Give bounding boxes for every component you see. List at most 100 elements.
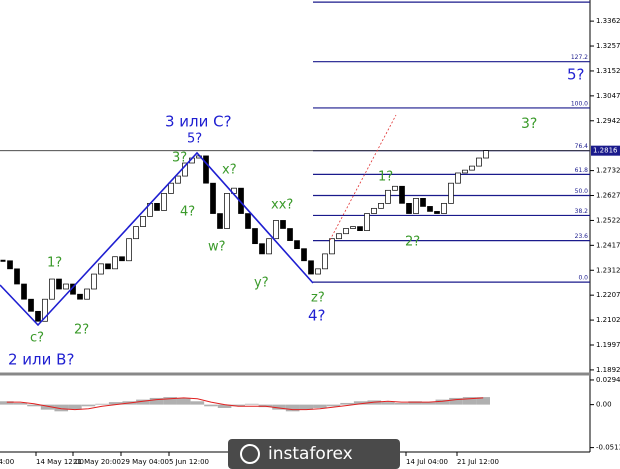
candle-body [420,198,426,207]
candle-body [63,283,69,290]
indicator-bar [13,402,28,405]
fib-label: 38.2 [575,208,589,215]
candle-body [98,263,104,275]
candle-body [175,175,181,184]
indicator-bar [326,404,341,407]
candle-body [7,260,13,270]
watermark-box [228,439,400,469]
candle-body [0,259,6,262]
y-tick-label: 1.2942 [596,117,620,125]
indicator-bar [217,404,232,408]
wave-label: x? [222,163,237,178]
candle-body [434,211,440,214]
fib-label: 127.2 [571,54,588,61]
wave-label: 5? [567,66,585,84]
y-tick-label: 1.3257 [596,42,620,50]
candle-body [126,238,132,262]
y-tick-label: 1.3152 [596,67,620,75]
projection-line [329,114,397,241]
wave-label: y? [254,276,269,291]
candle-body [301,248,307,262]
indicator-bar [231,404,245,407]
fib-label: 100.0 [571,100,588,107]
candle-body [203,155,209,184]
candle-body [336,233,342,240]
wave-label: 3? [172,151,187,166]
candle-body [77,293,83,300]
wave-label: 2? [405,235,420,250]
candle-body [105,263,111,270]
wave-label: 2? [74,323,89,338]
x-tick-label: 14 May 12:00 [36,458,84,466]
candle-body [483,150,489,159]
candle-body [21,283,27,300]
x-tick-label: 04:00 [0,458,14,466]
wave-label: c? [30,331,44,346]
candle-body [329,238,335,255]
candle-body [28,298,34,312]
candle-body [385,189,391,204]
indicator-bar [476,397,490,405]
indicator-bar [449,397,463,405]
candle-body [469,165,475,171]
y-tick-label: 1.2312 [596,266,620,274]
indicator-y-tick-label: -0.05133 [596,444,620,452]
candle-body [476,157,482,167]
candle-body [56,278,62,290]
candle-body [364,213,370,231]
wave-label: w? [208,240,226,255]
x-tick-label: 21 May 20:00 [73,458,121,466]
candle-body [406,202,412,214]
candle-body [399,185,405,204]
candle-body [245,213,251,229]
indicator-bar [176,397,191,405]
candle-body [343,228,349,235]
candle-body [441,202,447,214]
candle-body [427,206,433,212]
y-tick-label: 1.1892 [596,366,620,374]
y-tick-label: 1.3047 [596,92,620,100]
y-tick-label: 1.1997 [596,341,620,349]
candle-body [119,256,125,262]
x-tick-label: 29 May 04:00 [121,458,169,466]
indicator-bar [435,399,450,405]
fib-label: 50.0 [575,188,589,195]
candle-body [413,198,419,214]
indicator-bar [149,397,164,405]
indicator-bar [408,401,422,405]
current-price-box [591,145,620,156]
indicator-bar [108,402,123,405]
candle-body [294,240,300,250]
indicator-bar [40,404,55,410]
fib-label: 0.0 [578,275,588,282]
candle-body [84,288,90,300]
indicator-bar [204,404,218,407]
indicator-bar [353,401,368,405]
indicator-bar [285,404,300,412]
wave-label: 1? [47,256,62,271]
candle-body [315,268,321,275]
x-tick-label: 14 Jul 04:00 [406,458,448,466]
candle-body [217,213,223,229]
wave-label: 4? [308,307,326,325]
indicator-bar [163,397,177,405]
fib-label: 23.6 [575,233,589,240]
wave-label: 4? [180,205,195,220]
indicator-bar [340,402,354,405]
indicator-bar [0,401,14,405]
candle-body [322,253,328,270]
indicator-bar [54,404,69,412]
watermark-logo [240,444,260,464]
candle-body [280,220,286,229]
candle-body [210,182,216,214]
wave-label: 3 или C? [165,113,232,131]
x-tick-label: 21 Jul 12:00 [457,458,499,466]
indicator-bar [190,401,205,405]
candle-body [14,268,20,285]
candle-body [133,226,139,240]
indicator-signal [6,397,484,411]
wave-label: 2 или B? [8,351,74,369]
indicator-bar [27,404,41,407]
y-tick-label: 1.3362 [596,17,620,25]
current-price-label: 1.2816 [593,147,618,155]
